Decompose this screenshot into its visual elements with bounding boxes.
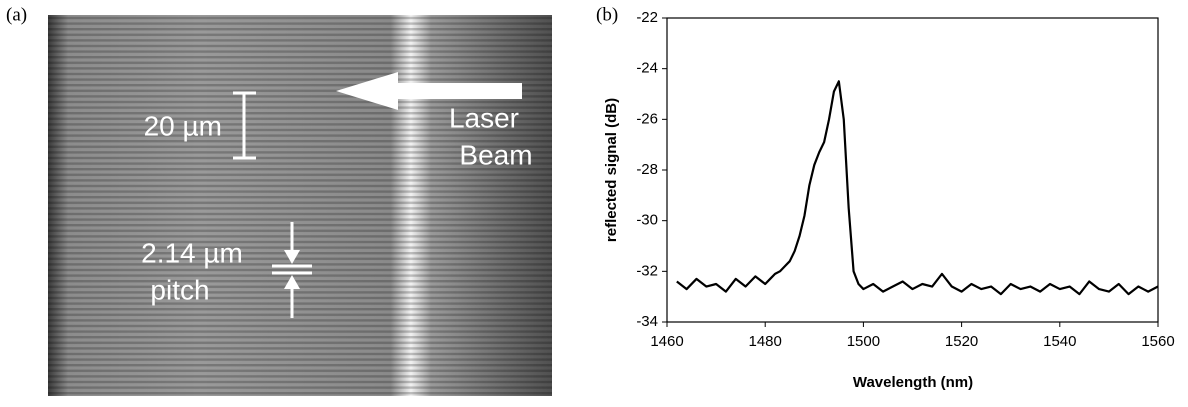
micrograph: [48, 15, 552, 396]
panel-label: (b): [596, 4, 618, 25]
x-tick-label: 1560: [1141, 333, 1174, 350]
y-tick-label: -26: [636, 110, 658, 127]
panel-label: (a): [6, 4, 27, 25]
x-tick-label: 1540: [1043, 333, 1076, 350]
x-axis-label: Wavelength (nm): [853, 374, 973, 391]
x-tick-label: 1480: [749, 333, 782, 350]
y-tick-label: -28: [636, 161, 658, 178]
y-tick-label: -24: [636, 60, 658, 77]
y-tick-label: -30: [636, 212, 658, 229]
y-tick-label: -32: [636, 262, 658, 279]
scale-bar-label: 20 µm: [144, 110, 222, 141]
x-tick-label: 1500: [847, 333, 880, 350]
x-tick-label: 1520: [945, 333, 978, 350]
y-tick-label: -34: [636, 313, 658, 330]
pitch-label: 2.14 µm: [141, 237, 243, 268]
x-tick-label: 1460: [650, 333, 683, 350]
pitch-label: pitch: [150, 274, 209, 305]
beam-label: Laser: [449, 102, 519, 133]
y-tick-label: -22: [636, 9, 658, 26]
spectrum-line: [676, 80, 1159, 296]
plot-frame: [666, 17, 1159, 323]
y-axis-label: reflected signal (dB): [603, 98, 620, 242]
beam-label: Beam: [459, 139, 532, 170]
